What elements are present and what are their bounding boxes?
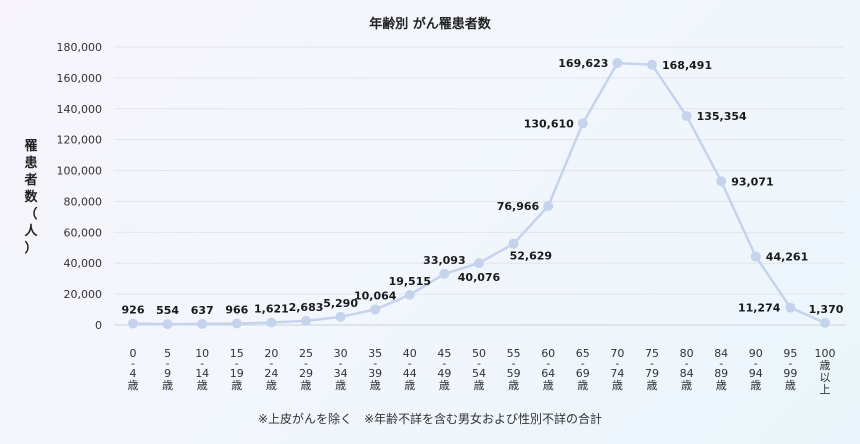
- data-label: 926: [122, 304, 145, 317]
- x-tick-label: 95 -99 歳: [783, 347, 797, 392]
- data-point: [820, 317, 830, 328]
- chart-footnote: ※上皮がんを除く ※年齢不詳を含む男女および性別不詳の合計: [257, 412, 603, 426]
- data-label: 44,261: [766, 251, 808, 264]
- data-point: [612, 58, 623, 69]
- x-tick-label: 70 -74 歳: [610, 347, 624, 392]
- data-label: 33,093: [423, 254, 465, 267]
- data-point: [750, 251, 761, 262]
- x-tick-label: 50 -54 歳: [472, 347, 486, 392]
- data-point: [681, 110, 692, 121]
- data-label: 168,491: [662, 59, 712, 72]
- y-tick-label: 140,000: [57, 103, 103, 116]
- data-point: [716, 176, 727, 187]
- x-tick-label: 84 -89 歳: [714, 347, 728, 392]
- x-tick-label: 80 -84 歳: [680, 347, 694, 392]
- data-label: 1,621: [254, 302, 289, 315]
- data-label: 19,515: [389, 275, 431, 288]
- y-tick-label: 80,000: [64, 195, 103, 208]
- y-tick-label: 40,000: [64, 257, 103, 270]
- y-tick-label: 0: [95, 319, 102, 332]
- x-tick-label: 100 歳以上: [815, 347, 836, 396]
- data-point: [647, 59, 657, 70]
- data-label: 10,064: [354, 289, 397, 302]
- data-point: [474, 258, 484, 269]
- x-tick-label: 30 -34 歳: [334, 347, 348, 392]
- data-point: [266, 317, 277, 328]
- data-point: [543, 201, 554, 212]
- data-label: 76,966: [497, 200, 540, 213]
- x-tick-label: 90 -94 歳: [749, 347, 763, 392]
- data-point: [301, 315, 311, 326]
- y-tick-label: 180,000: [57, 41, 103, 54]
- data-point: [197, 319, 208, 330]
- data-label: 135,354: [697, 110, 747, 123]
- x-tick-label: 55 -59 歳: [507, 347, 521, 392]
- x-tick-label: 35 -39 歳: [368, 347, 382, 392]
- data-point: [404, 289, 415, 300]
- data-point: [231, 318, 242, 329]
- data-point: [785, 302, 796, 313]
- data-point: [335, 311, 346, 322]
- data-point: [508, 238, 519, 249]
- x-tick-label: 75 -79 歳: [645, 347, 659, 392]
- x-tick-label: 25 -29 歳: [299, 347, 313, 392]
- y-tick-label: 100,000: [57, 165, 103, 178]
- data-label: 1,370: [809, 303, 844, 316]
- data-point: [162, 319, 173, 330]
- x-tick-label: 15 -19 歳: [230, 347, 244, 392]
- data-label: 40,076: [458, 271, 501, 284]
- y-axis-label: 罹患者数（人）: [24, 139, 38, 256]
- data-label: 966: [225, 304, 248, 317]
- data-label: 2,683: [289, 301, 324, 314]
- chart-title: 年齢別 がん罹患者数: [369, 17, 491, 32]
- y-tick-label: 120,000: [57, 134, 103, 147]
- data-label: 93,071: [731, 175, 773, 188]
- data-label: 169,623: [558, 57, 608, 70]
- x-tick-label: 65 -69 歳: [576, 347, 590, 392]
- x-tick-label: 5 -9 歳: [162, 347, 173, 392]
- y-tick-label: 60,000: [64, 226, 103, 239]
- x-tick-label: 20 -24 歳: [264, 347, 278, 392]
- series-line: [132, 61, 826, 326]
- data-point: [370, 304, 381, 315]
- x-tick-label: 40 -44 歳: [403, 347, 417, 392]
- data-label: 554: [156, 304, 179, 317]
- data-label: 5,290: [323, 297, 358, 310]
- x-tick-label: 10 -14 歳: [195, 347, 209, 392]
- x-tick-label: 45 -49 歳: [437, 347, 451, 392]
- data-point: [439, 268, 450, 279]
- y-tick-label: 20,000: [64, 288, 103, 301]
- data-point: [128, 318, 138, 329]
- data-label: 52,629: [510, 250, 552, 263]
- data-label: 637: [191, 304, 214, 317]
- data-point: [577, 118, 588, 129]
- data-label: 130,610: [524, 117, 574, 130]
- x-tick-label: 0 -4 歳: [128, 347, 139, 392]
- x-tick-label: 60 -64 歳: [541, 347, 555, 392]
- y-tick-label: 160,000: [57, 72, 103, 85]
- data-label: 11,274: [738, 302, 781, 315]
